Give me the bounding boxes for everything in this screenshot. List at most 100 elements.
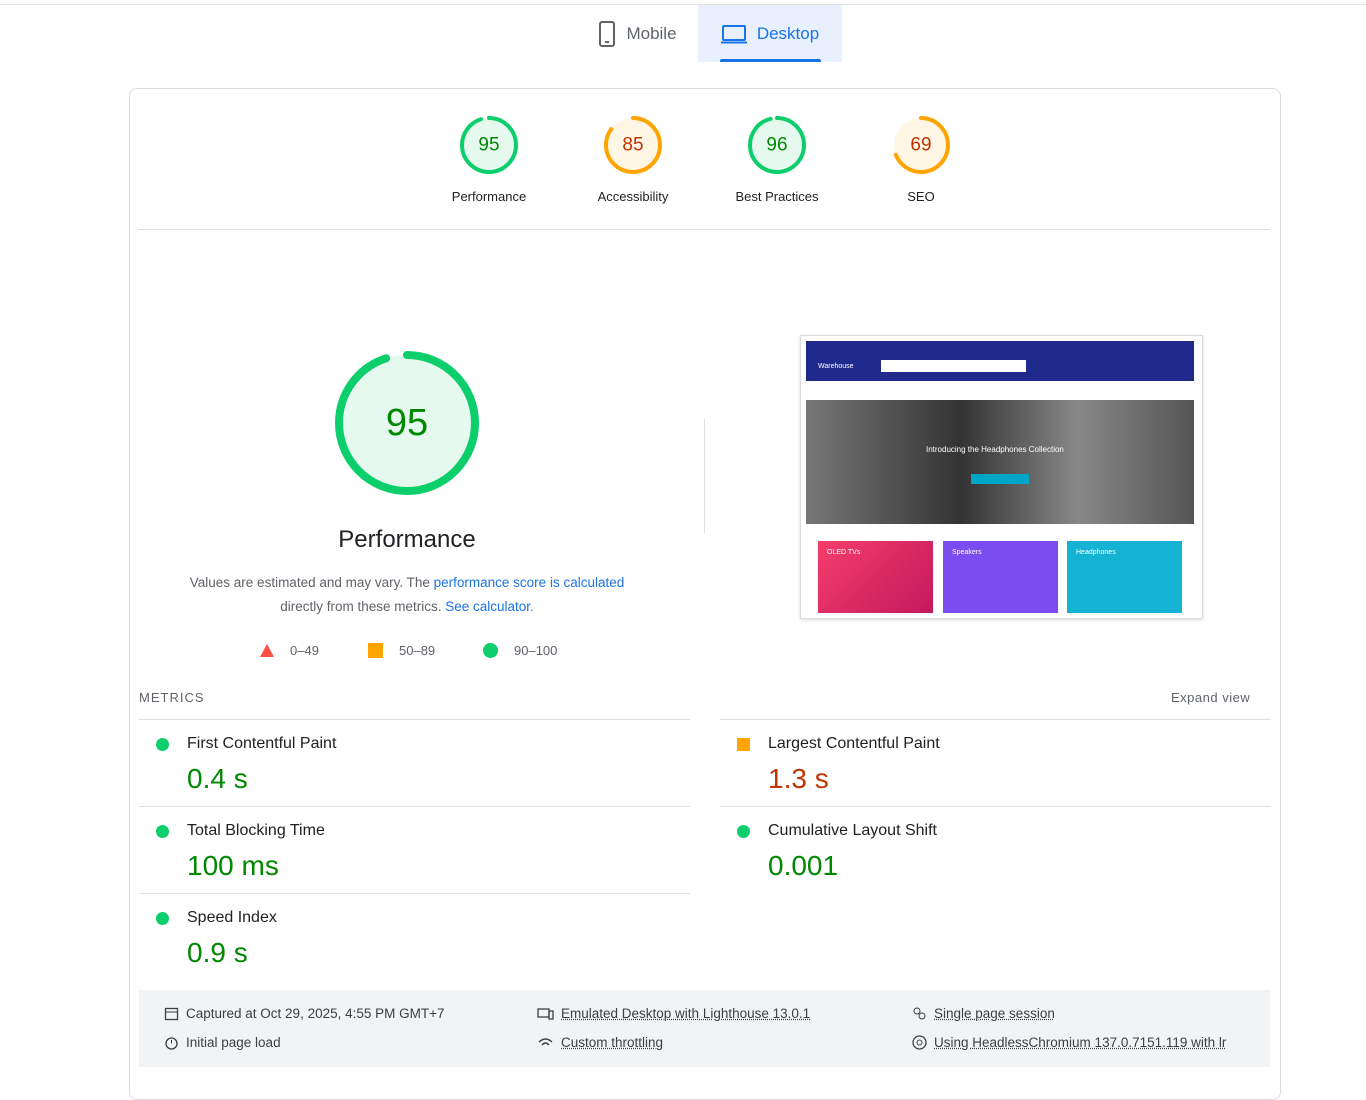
- gauge-background: [606, 118, 660, 172]
- gauge: 95: [460, 116, 518, 174]
- footer-text: Emulated Desktop with Lighthouse 13.0.1: [561, 1006, 811, 1021]
- legend-text: 90–100: [514, 643, 558, 658]
- metric-value: 100 ms: [187, 850, 279, 881]
- gauge-score: 85: [622, 135, 643, 156]
- gauge: 96: [748, 116, 806, 174]
- legend-square: [368, 643, 383, 658]
- divider: [139, 893, 690, 894]
- session-icon: [913, 1007, 926, 1020]
- score-gauge[interactable]: 69 SEO: [861, 114, 981, 204]
- score-label: Performance: [451, 189, 527, 204]
- footer-text: Custom throttling: [561, 1035, 664, 1050]
- gauge-score: 95: [386, 402, 428, 444]
- gauge-background: [339, 355, 475, 491]
- site-header: Warehouse: [806, 341, 1194, 381]
- device-icon: [537, 1008, 554, 1020]
- metric: First Contentful Paint 0.4 s: [139, 733, 690, 803]
- footer-item: Initial page load: [164, 1035, 281, 1050]
- site-hero: Introducing the Headphones Collection: [806, 400, 1194, 524]
- performance-description: Values are estimated and may vary. The p…: [150, 571, 664, 619]
- expand-view[interactable]: Expand view: [1171, 690, 1251, 705]
- footer-item[interactable]: Emulated Desktop with Lighthouse 13.0.1: [537, 1006, 810, 1021]
- footer-item: Captured at Oct 29, 2025, 4:55 PM GMT+7: [164, 1006, 445, 1021]
- gauge-arc: [892, 116, 950, 174]
- gauge-background: [462, 118, 516, 172]
- metrics-title: METRICS: [139, 690, 205, 705]
- legend-triangle: [260, 644, 274, 657]
- footer-text: Captured at Oct 29, 2025, 4:55 PM GMT+7: [186, 1006, 445, 1021]
- metric-value: 0.9 s: [187, 937, 248, 968]
- card-title: Headphones: [1076, 549, 1116, 556]
- site-nav: [806, 381, 1194, 401]
- metric-name: First Contentful Paint: [187, 735, 337, 752]
- site-card: Speakers: [943, 541, 1058, 613]
- text: Values are estimated and may vary. The: [189, 575, 434, 590]
- metric-value: 1.3 s: [768, 763, 829, 794]
- gauge-background: [750, 118, 804, 172]
- metric: Largest Contentful Paint 1.3 s: [720, 733, 1271, 803]
- metric-name: Largest Contentful Paint: [768, 735, 940, 752]
- metric-indicator: [737, 825, 750, 838]
- tab-desktop[interactable]: Desktop: [698, 5, 842, 62]
- gauge: 95: [335, 351, 479, 495]
- divider: [138, 229, 1270, 230]
- gauge-score: 95: [478, 135, 499, 156]
- legend-circle: [483, 643, 498, 658]
- score-label: Accessibility: [597, 189, 669, 204]
- footer-text: Single page session: [934, 1006, 1055, 1021]
- gauge-score: 96: [766, 135, 787, 156]
- mobile-icon: [599, 20, 616, 47]
- gauge-arc: [748, 116, 806, 174]
- score-gauge[interactable]: 96 Best Practices: [717, 114, 837, 204]
- signal-icon: [538, 1038, 553, 1046]
- timer-icon: [165, 1037, 178, 1050]
- top-border: [0, 4, 1366, 5]
- footer-item[interactable]: Custom throttling: [537, 1035, 663, 1050]
- performance-title: Performance: [338, 526, 476, 553]
- metric-value: 0.4 s: [187, 763, 248, 794]
- footer-item[interactable]: Single page session: [912, 1006, 1055, 1021]
- gauge: 69: [892, 116, 950, 174]
- site-brand: Warehouse: [818, 363, 854, 370]
- divider: [704, 419, 705, 533]
- page-screenshot: Warehouse Introducing the Headphones Col…: [800, 335, 1203, 619]
- metric-name: Speed Index: [187, 909, 277, 926]
- chrome-icon: [912, 1035, 927, 1050]
- tab-label: Desktop: [756, 23, 820, 43]
- legend-text: 0–49: [290, 643, 319, 658]
- desktop-icon: [720, 24, 747, 43]
- metric-name: Total Blocking Time: [187, 822, 325, 839]
- metric-indicator: [156, 825, 169, 838]
- link[interactable]: performance score is calculated: [433, 575, 625, 590]
- hero-button: [971, 474, 1029, 484]
- tab-label: Mobile: [626, 23, 677, 43]
- footer-item[interactable]: Using HeadlessChromium 137.0.7151.119 wi…: [912, 1035, 1226, 1050]
- divider: [720, 806, 1271, 807]
- legend-pass: 90–100: [483, 643, 557, 658]
- link[interactable]: See calculator.: [445, 599, 534, 614]
- legend-average: 50–89: [368, 643, 435, 658]
- metric: Cumulative Layout Shift 0.001: [720, 820, 1271, 890]
- score-label: SEO: [907, 189, 935, 204]
- metric-indicator: [156, 738, 169, 751]
- text: directly from these metrics.: [280, 599, 446, 614]
- score-gauge[interactable]: 95 Performance: [429, 114, 549, 204]
- site-search: [881, 360, 1026, 372]
- gauge-score: 69: [910, 135, 931, 156]
- metric: Total Blocking Time 100 ms: [139, 820, 690, 890]
- gauge: 85: [604, 116, 662, 174]
- tab-mobile[interactable]: Mobile: [585, 5, 690, 62]
- site-card: Headphones: [1067, 541, 1182, 613]
- legend-fail: 0–49: [260, 643, 319, 658]
- metric-indicator: [737, 738, 750, 751]
- score-gauge[interactable]: 85 Accessibility: [573, 114, 693, 204]
- score-label: Best Practices: [735, 189, 819, 204]
- divider: [139, 719, 690, 720]
- gauge-arc: [604, 116, 662, 174]
- gauge-arc: [335, 351, 479, 495]
- gauge-arc: [460, 116, 518, 174]
- report-footer: Captured at Oct 29, 2025, 4:55 PM GMT+7 …: [139, 990, 1270, 1067]
- performance-gauge: 95: [327, 343, 487, 503]
